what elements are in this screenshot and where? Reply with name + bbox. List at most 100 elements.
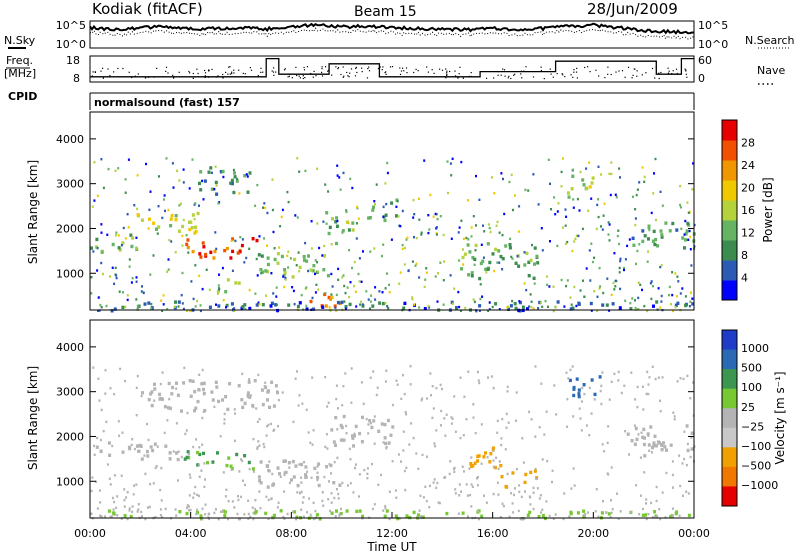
heatmap-cell: [577, 392, 581, 396]
heatmap-cell: [541, 458, 544, 461]
heatmap-cell: [435, 386, 438, 390]
heatmap-cell: [418, 509, 421, 512]
nave-dot: [327, 70, 329, 72]
heatmap-cell: [652, 444, 656, 448]
heatmap-cell: [689, 248, 692, 251]
heatmap-cell: [468, 467, 471, 470]
heatmap-cell: [482, 256, 485, 259]
heatmap-cell: [595, 227, 598, 231]
nave-dot: [389, 66, 392, 68]
heatmap-cell: [519, 517, 522, 521]
heatmap-cell: [564, 208, 567, 211]
heatmap-cell: [538, 497, 541, 500]
heatmap-cell: [648, 449, 651, 452]
heatmap-cell: [321, 254, 324, 257]
heatmap-cell: [175, 451, 178, 455]
heatmap-cell: [686, 442, 689, 446]
heatmap-cell: [126, 491, 129, 494]
heatmap-cell: [493, 192, 496, 195]
heatmap-cell: [486, 267, 490, 271]
heatmap-cell: [295, 264, 298, 267]
heatmap-cell: [92, 250, 95, 253]
heatmap-cell: [389, 433, 393, 437]
heatmap-cell: [179, 202, 182, 205]
heatmap-cell: [619, 176, 621, 179]
heatmap-cell: [229, 181, 233, 185]
heatmap-cell: [405, 514, 409, 518]
heatmap-cell: [296, 370, 298, 373]
nave-dot: [165, 70, 167, 72]
heatmap-cell: [347, 484, 349, 487]
heatmap-cell: [233, 171, 236, 175]
heatmap-cell: [466, 243, 470, 247]
nave-dot: [229, 66, 231, 68]
heatmap-cell: [679, 203, 682, 207]
heatmap-cell: [617, 517, 620, 520]
heatmap-cell: [643, 436, 646, 440]
heatmap-cell: [296, 157, 299, 160]
heatmap-cell: [583, 392, 586, 396]
heatmap-cell: [538, 426, 541, 429]
heatmap-cell: [331, 217, 334, 221]
heatmap-cell: [479, 261, 483, 266]
heatmap-cell: [421, 397, 424, 400]
heatmap-cell: [229, 464, 233, 468]
heatmap-cell: [166, 308, 169, 311]
noise-panel: 10^5 10^0 10^5 10^0: [56, 19, 728, 51]
heatmap-cell: [123, 498, 126, 502]
nave-dot: [543, 78, 545, 80]
heatmap-cell: [402, 449, 405, 452]
heatmap-cell: [196, 493, 199, 497]
heatmap-cell: [418, 306, 421, 309]
heatmap-cell: [282, 515, 285, 519]
heatmap-cell: [650, 280, 653, 283]
heatmap-cell: [660, 443, 664, 447]
heatmap-cell: [611, 508, 614, 511]
heatmap-cell: [361, 415, 364, 420]
heatmap-cell: [360, 381, 363, 384]
heatmap-cell: [610, 380, 613, 383]
heatmap-cell: [159, 382, 162, 386]
heatmap-cell: [196, 450, 200, 455]
heatmap-cell: [159, 508, 162, 511]
power-y-axis-label: Slant Range [km]: [26, 160, 40, 264]
heatmap-cell: [567, 195, 571, 199]
nave-dot: [439, 68, 441, 70]
heatmap-cell: [185, 455, 189, 460]
heatmap-cell: [199, 304, 202, 307]
heatmap-cell: [501, 502, 504, 505]
heatmap-cell: [175, 422, 178, 425]
heatmap-cell: [419, 494, 422, 497]
nave-dot: [102, 67, 104, 69]
heatmap-cell: [487, 376, 489, 379]
power-panel-border: [89, 111, 695, 311]
heatmap-cell: [617, 379, 620, 382]
heatmap-cell: [99, 438, 102, 442]
heatmap-cell: [119, 367, 122, 371]
heatmap-cell: [556, 244, 559, 248]
power-panel-frame: [90, 112, 694, 310]
heatmap-cell: [243, 174, 247, 178]
heatmap-cell: [262, 442, 265, 446]
heatmap-cell: [258, 479, 262, 483]
heatmap-cell: [234, 412, 236, 415]
heatmap-cell: [125, 496, 127, 499]
nave-dot: [225, 71, 227, 73]
nave-dot: [343, 75, 345, 77]
heatmap-cell: [478, 304, 482, 308]
heatmap-cell: [371, 208, 375, 212]
heatmap-cell: [298, 394, 301, 397]
heatmap-cell: [215, 184, 218, 187]
heatmap-cell: [202, 381, 206, 386]
heatmap-cell: [214, 231, 217, 234]
heatmap-cell: [614, 279, 617, 283]
heatmap-cell: [257, 301, 260, 304]
heatmap-cell: [355, 509, 359, 514]
heatmap-cell: [278, 472, 281, 476]
nave-dot: [627, 66, 630, 68]
heatmap-cell: [311, 376, 314, 379]
heatmap-cell: [286, 254, 289, 257]
heatmap-cell: [141, 515, 143, 518]
heatmap-cell: [207, 170, 211, 174]
heatmap-cell: [113, 500, 116, 504]
